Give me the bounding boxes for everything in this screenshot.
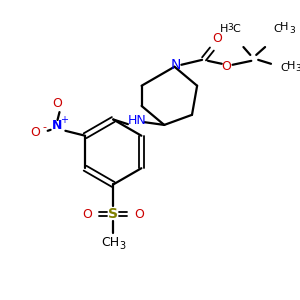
Text: -: - <box>43 122 47 132</box>
Text: C: C <box>233 24 240 34</box>
Text: 3: 3 <box>289 26 295 35</box>
Text: S: S <box>108 207 118 221</box>
Text: O: O <box>30 126 40 139</box>
Text: CH: CH <box>101 236 119 249</box>
Text: O: O <box>134 208 144 220</box>
Text: H: H <box>286 61 295 71</box>
Text: C: C <box>273 24 281 34</box>
Text: HN: HN <box>128 114 146 127</box>
Text: N: N <box>170 58 181 72</box>
Text: 3: 3 <box>228 23 233 32</box>
Text: H: H <box>220 24 228 34</box>
Text: 3: 3 <box>119 242 125 251</box>
Text: N: N <box>52 119 63 132</box>
Text: O: O <box>83 208 93 220</box>
Text: O: O <box>212 32 222 45</box>
Text: 3: 3 <box>296 64 300 73</box>
Text: O: O <box>52 97 62 110</box>
Text: H: H <box>280 22 288 32</box>
Text: O: O <box>222 60 232 73</box>
Text: +: + <box>60 115 68 125</box>
Text: C: C <box>280 63 288 73</box>
